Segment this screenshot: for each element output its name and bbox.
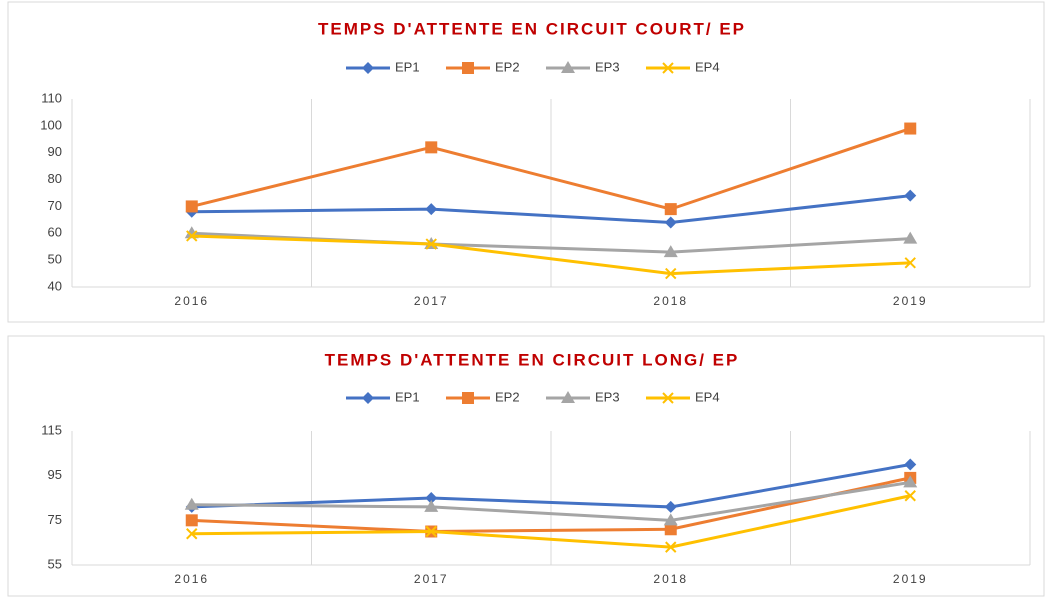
marker [662,392,674,404]
x-tick-label: 2017 [414,572,449,586]
marker [362,62,374,74]
marker [462,62,474,74]
y-tick-label: 80 [48,171,62,186]
marker [662,62,674,74]
x-tick-label: 2019 [893,294,928,308]
y-tick-label: 75 [48,512,62,527]
series-line [191,194,911,225]
x-tick-label: 2017 [414,294,449,308]
marker [904,257,916,269]
legend-label: EP1 [395,59,420,74]
chart-title: TEMPS D'ATTENTE EN CIRCUIT COURT/ EP [318,19,746,38]
y-tick-label: 70 [48,198,62,213]
marker [425,492,438,504]
y-tick-label: 55 [48,556,62,571]
marker [663,513,678,526]
legend-label: EP3 [595,389,620,404]
chart-frame [7,335,1045,597]
marker [904,189,917,202]
series-line [191,494,911,549]
x-tick-label: 2018 [653,572,688,586]
marker [184,497,199,510]
y-tick-label: 50 [48,252,62,267]
marker [903,475,918,488]
marker [425,238,437,250]
y-tick-label: 60 [48,225,62,240]
series-line [191,480,911,522]
legend-label: EP4 [695,389,720,404]
series-line [191,476,911,534]
marker [186,230,198,242]
marker [665,541,677,553]
marker [664,500,677,513]
marker [185,514,198,527]
y-tick-label: 95 [48,467,62,482]
chart-title: TEMPS D'ATTENTE EN CIRCUIT LONG/ EP [325,350,740,369]
marker [362,392,374,404]
x-tick-label: 2018 [653,294,688,308]
y-tick-label: 100 [40,117,62,132]
marker [425,203,438,216]
marker [186,528,198,540]
marker [425,141,438,154]
x-tick-label: 2016 [174,572,209,586]
marker [664,216,677,229]
marker [904,490,916,502]
y-tick-label: 40 [48,278,62,293]
marker [904,122,917,135]
marker [664,203,677,216]
marker [904,458,917,471]
x-tick-label: 2016 [174,294,209,308]
legend-label: EP3 [595,59,620,74]
marker [903,231,918,244]
legend-label: EP1 [395,389,420,404]
marker [561,391,575,403]
x-tick-label: 2019 [893,572,928,586]
series-line [191,127,911,211]
marker [561,61,575,73]
marker [664,523,677,536]
legend-label: EP2 [495,389,520,404]
marker [462,392,474,404]
marker [425,525,437,538]
legend-label: EP2 [495,59,520,74]
series-line [191,463,911,509]
y-tick-label: 110 [41,90,62,105]
marker [663,245,678,258]
marker [424,499,439,512]
series-line [191,234,911,276]
marker [665,267,677,280]
y-tick-label: 90 [48,144,62,159]
chart-frame [7,1,1045,323]
marker [185,200,198,213]
y-tick-label: 115 [41,422,62,437]
legend-label: EP4 [695,59,720,74]
